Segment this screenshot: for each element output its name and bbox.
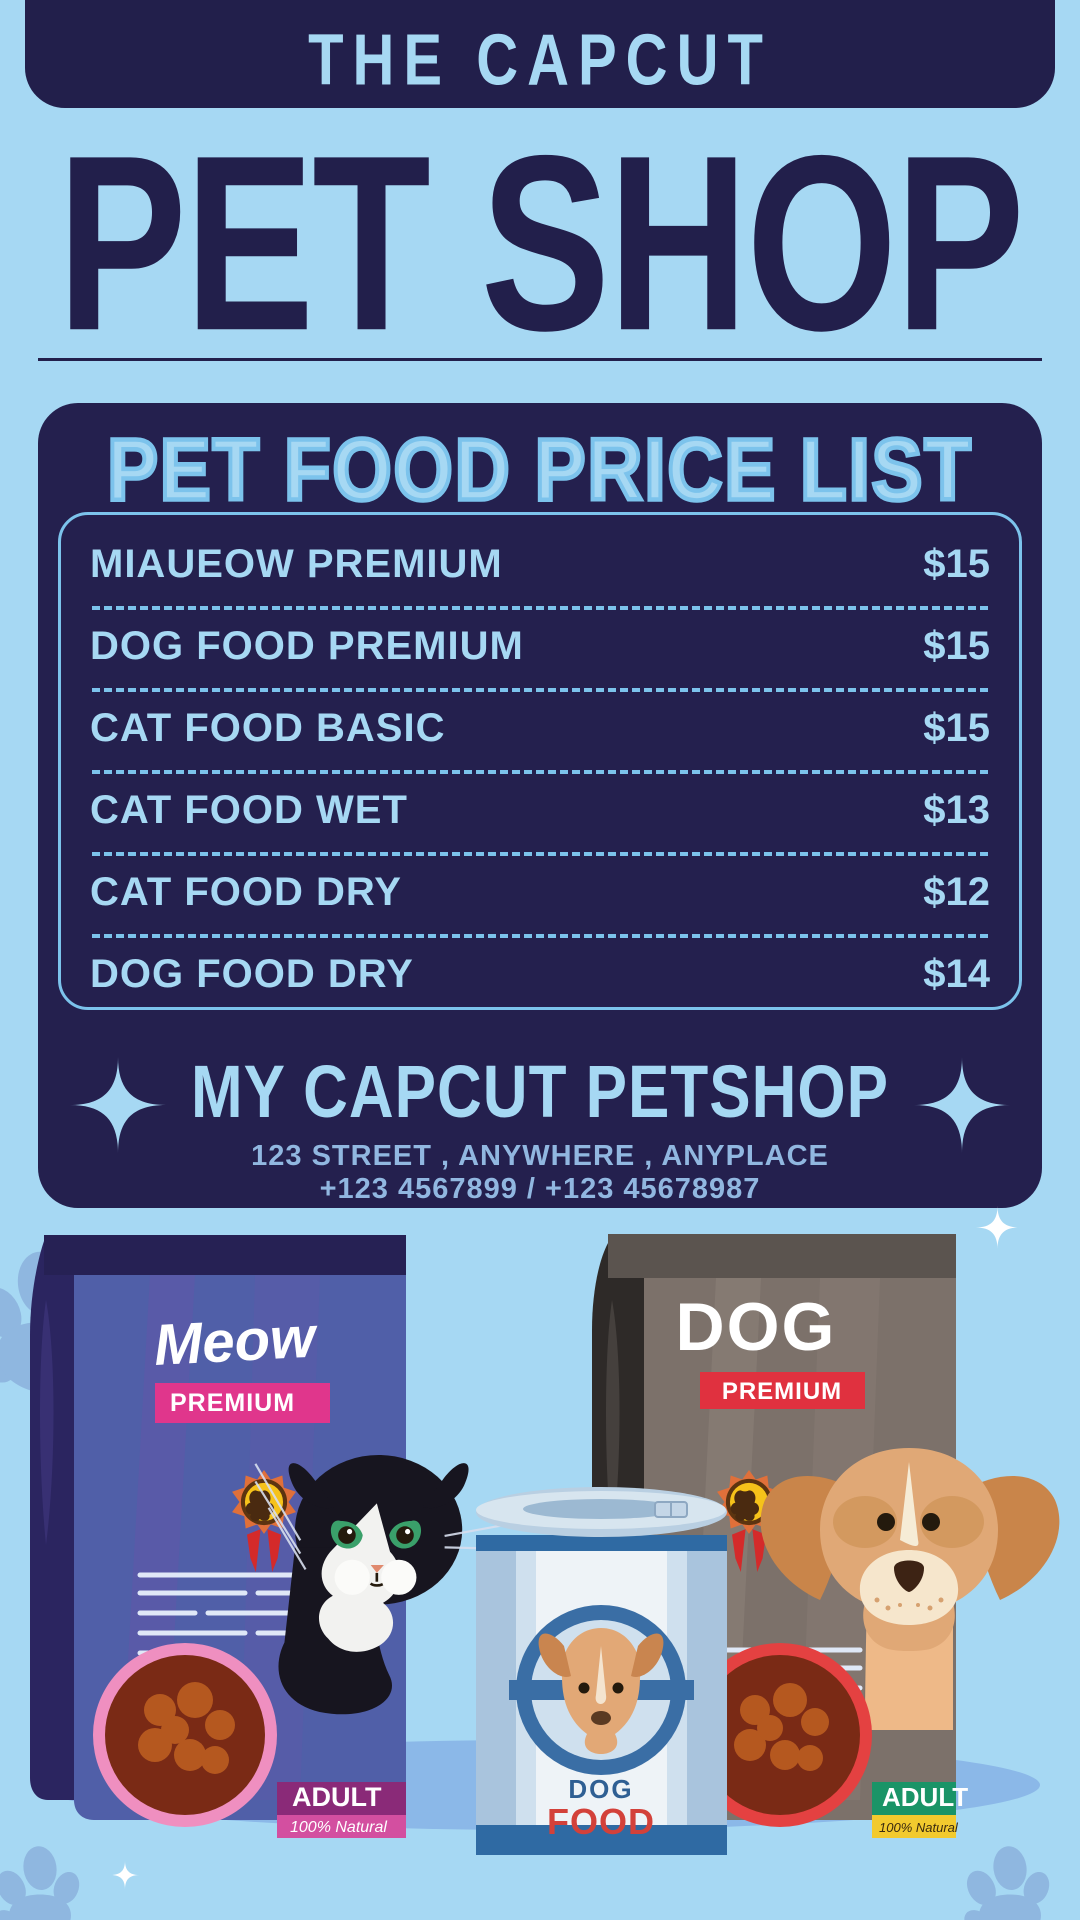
svg-text:100% Natural: 100% Natural (290, 1819, 387, 1836)
svg-text:FOOD: FOOD (547, 1801, 655, 1842)
svg-text:Meow: Meow (152, 1304, 320, 1378)
svg-text:DOG: DOG (676, 1289, 837, 1365)
svg-text:100% Natural: 100% Natural (879, 1820, 959, 1835)
svg-text:DOG: DOG (568, 1774, 633, 1804)
svg-text:ADULT: ADULT (292, 1782, 382, 1812)
svg-text:PREMIUM: PREMIUM (170, 1389, 295, 1417)
svg-text:PREMIUM: PREMIUM (722, 1378, 842, 1405)
svg-text:ADULT: ADULT (882, 1782, 968, 1812)
